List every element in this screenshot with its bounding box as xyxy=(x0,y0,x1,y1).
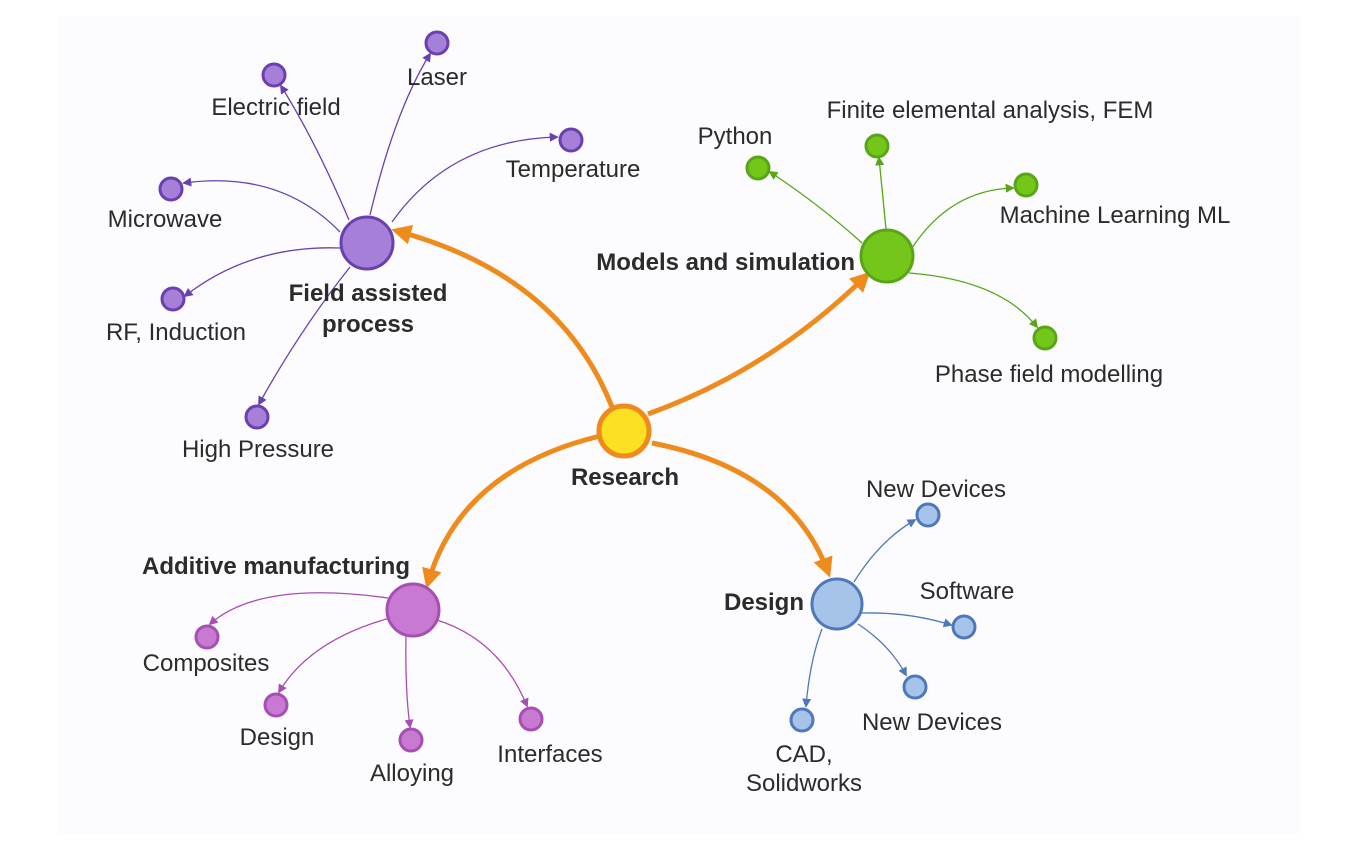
label-models-and-simulation: Models and simulation xyxy=(596,249,855,276)
node-laser[interactable] xyxy=(424,30,450,56)
label-additive-manufacturing: Additive manufacturing xyxy=(142,553,410,580)
leaf-nodes-additive xyxy=(194,624,544,753)
label-interfaces: Interfaces xyxy=(497,741,602,768)
label-composites: Composites xyxy=(143,650,270,677)
leaf-nodes-field xyxy=(158,30,584,430)
edge-research-design xyxy=(651,440,833,578)
node-fem[interactable] xyxy=(864,133,890,159)
label-python: Python xyxy=(698,123,773,150)
node-high-pressure[interactable] xyxy=(244,404,270,430)
edge-design-newdevices-bottom xyxy=(857,623,907,677)
label-solidworks: Solidworks xyxy=(746,770,862,797)
label-high-pressure: High Pressure xyxy=(182,436,334,463)
edge-models-phase xyxy=(908,272,1039,329)
edge-field-electric xyxy=(280,84,350,221)
node-new-devices-bottom[interactable] xyxy=(902,674,928,700)
node-interfaces[interactable] xyxy=(518,706,544,732)
node-field-assisted-process[interactable] xyxy=(339,215,395,271)
node-python[interactable] xyxy=(745,155,771,181)
edge-additive-design xyxy=(278,617,391,694)
edge-field-rf xyxy=(183,247,341,298)
label-laser: Laser xyxy=(407,64,467,91)
edge-field-temperature xyxy=(391,132,559,223)
branch-additive xyxy=(208,592,529,729)
node-cad[interactable] xyxy=(789,707,815,733)
label-fem: Finite elemental analysis, FEM xyxy=(827,97,1154,124)
edge-research-models xyxy=(647,271,871,417)
branch-field xyxy=(182,52,559,406)
label-phase-field: Phase field modelling xyxy=(935,361,1163,388)
label-software: Software xyxy=(920,578,1015,605)
label-additive-design: Design xyxy=(240,724,315,751)
label-alloying: Alloying xyxy=(370,760,454,787)
node-new-devices-top[interactable] xyxy=(915,502,941,528)
main-edges xyxy=(391,224,871,589)
edge-field-microwave xyxy=(182,177,341,233)
label-new-devices-bottom: New Devices xyxy=(862,709,1002,736)
node-machine-learning[interactable] xyxy=(1013,172,1039,198)
branch-design xyxy=(802,519,953,708)
label-cad: CAD, xyxy=(775,741,832,768)
node-microwave[interactable] xyxy=(158,176,184,202)
edge-field-pressure xyxy=(258,266,351,406)
node-models-and-simulation[interactable] xyxy=(859,228,915,284)
node-additive-design[interactable] xyxy=(263,692,289,718)
edge-design-newdevices-top xyxy=(853,519,917,583)
edge-models-fem xyxy=(875,156,887,230)
label-research: Research xyxy=(571,464,679,491)
node-temperature[interactable] xyxy=(558,127,584,153)
leaf-nodes-design xyxy=(789,502,977,733)
edge-models-ml xyxy=(911,183,1015,249)
label-design-hub: Design xyxy=(724,589,804,616)
label-new-devices-top: New Devices xyxy=(866,476,1006,503)
edge-design-cad xyxy=(802,628,823,708)
node-electric-field[interactable] xyxy=(261,62,287,88)
label-field-assisted-line1: Field assisted xyxy=(289,280,448,307)
branch-models xyxy=(768,156,1039,329)
edge-design-software xyxy=(861,612,953,628)
node-composites[interactable] xyxy=(194,624,220,650)
label-electric-field: Electric field xyxy=(211,94,340,121)
label-field-assisted-line2: process xyxy=(322,311,414,338)
node-phase-field[interactable] xyxy=(1032,325,1058,351)
edge-research-additive xyxy=(422,433,601,589)
label-microwave: Microwave xyxy=(108,206,223,233)
node-rf-induction[interactable] xyxy=(160,286,186,312)
edge-additive-composites xyxy=(208,592,389,626)
edge-research-field xyxy=(391,224,615,408)
edge-field-laser xyxy=(369,52,431,216)
edge-additive-interfaces xyxy=(436,619,529,708)
edge-models-python xyxy=(768,170,863,244)
node-design[interactable] xyxy=(810,577,864,631)
leaf-nodes-models xyxy=(745,133,1058,351)
node-additive-manufacturing[interactable] xyxy=(385,582,441,638)
label-temperature: Temperature xyxy=(506,156,641,183)
node-alloying[interactable] xyxy=(398,727,424,753)
node-software[interactable] xyxy=(951,614,977,640)
edge-additive-alloying xyxy=(404,635,414,729)
label-rf-induction: RF, Induction xyxy=(106,319,246,346)
label-machine-learning: Machine Learning ML xyxy=(1000,202,1231,229)
node-research[interactable] xyxy=(596,403,652,459)
